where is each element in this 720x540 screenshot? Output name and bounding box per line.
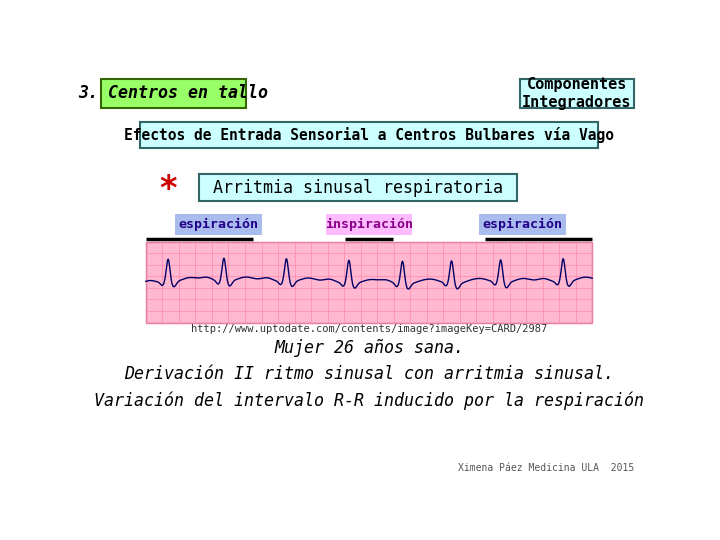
Text: *: * xyxy=(159,173,177,206)
Text: http://www.uptodate.com/contents/image?imageKey=CARD/2987: http://www.uptodate.com/contents/image?i… xyxy=(191,324,547,334)
Text: Ximena Páez Medicina ULA  2015: Ximena Páez Medicina ULA 2015 xyxy=(458,463,634,473)
FancyBboxPatch shape xyxy=(325,214,413,235)
FancyBboxPatch shape xyxy=(480,214,566,235)
Text: espiración: espiración xyxy=(179,218,258,232)
Text: espiración: espiración xyxy=(482,218,562,232)
Text: inspiración: inspiración xyxy=(325,218,413,232)
FancyBboxPatch shape xyxy=(101,78,246,109)
Text: Componentes
Integradores: Componentes Integradores xyxy=(522,77,631,110)
Text: Efectos de Entrada Sensorial a Centros Bulbares vía Vago: Efectos de Entrada Sensorial a Centros B… xyxy=(124,127,614,143)
Text: Arritmia sinusal respiratoria: Arritmia sinusal respiratoria xyxy=(213,179,503,197)
FancyBboxPatch shape xyxy=(520,78,634,109)
FancyBboxPatch shape xyxy=(199,174,517,201)
Text: Mujer 26 años sana.
Derivación II ritmo sinusal con arritmia sinusal.
Variación : Mujer 26 años sana. Derivación II ritmo … xyxy=(94,339,644,410)
FancyBboxPatch shape xyxy=(175,214,261,235)
Text: 3. Centros en tallo: 3. Centros en tallo xyxy=(78,84,269,103)
FancyBboxPatch shape xyxy=(140,122,598,148)
FancyBboxPatch shape xyxy=(145,241,593,322)
